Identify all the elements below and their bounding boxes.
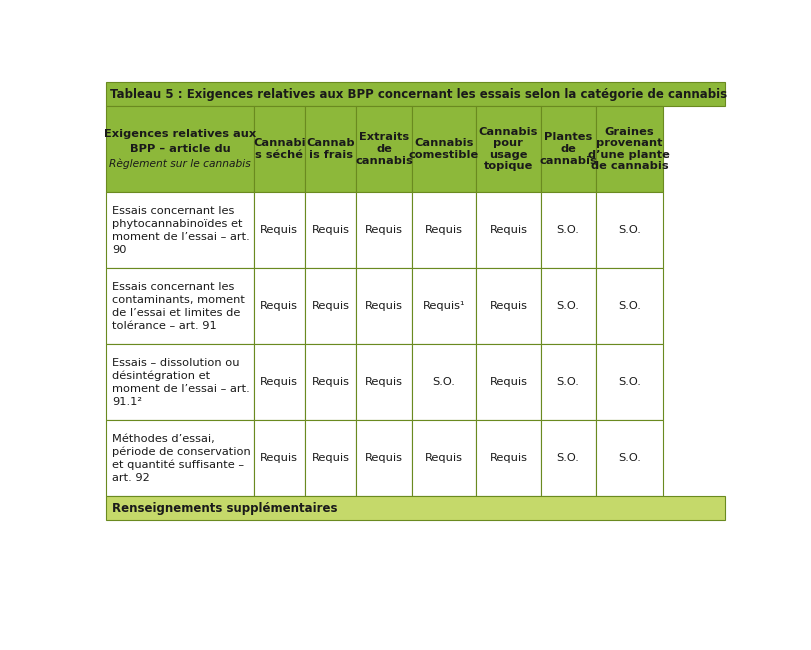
Text: Requis: Requis xyxy=(489,454,527,463)
Text: Cannab
is frais: Cannab is frais xyxy=(307,138,355,160)
Text: Tableau 5 : Exigences relatives aux BPP concernant les essais selon la catégorie: Tableau 5 : Exigences relatives aux BPP … xyxy=(110,88,727,101)
FancyBboxPatch shape xyxy=(476,344,541,421)
FancyBboxPatch shape xyxy=(305,268,356,344)
Text: contaminants, moment: contaminants, moment xyxy=(112,294,245,305)
Text: S.O.: S.O. xyxy=(432,377,456,387)
FancyBboxPatch shape xyxy=(305,192,356,268)
Text: S.O.: S.O. xyxy=(618,225,641,235)
FancyBboxPatch shape xyxy=(541,268,595,344)
Text: Requis: Requis xyxy=(311,301,350,311)
Text: Requis: Requis xyxy=(311,454,350,463)
Text: Requis: Requis xyxy=(365,225,403,235)
Text: tolérance – art. 91: tolérance – art. 91 xyxy=(112,320,217,331)
Text: Essais concernant les: Essais concernant les xyxy=(112,281,234,292)
FancyBboxPatch shape xyxy=(106,192,254,268)
Text: Méthodes d’essai,: Méthodes d’essai, xyxy=(112,434,215,444)
FancyBboxPatch shape xyxy=(106,344,254,421)
Text: 91.1²: 91.1² xyxy=(112,396,142,407)
FancyBboxPatch shape xyxy=(106,82,725,106)
FancyBboxPatch shape xyxy=(254,268,305,344)
FancyBboxPatch shape xyxy=(541,421,595,497)
FancyBboxPatch shape xyxy=(305,106,356,192)
Text: Requis: Requis xyxy=(425,454,463,463)
Text: phytocannabinoïdes et: phytocannabinoïdes et xyxy=(112,218,242,229)
Text: de l’essai et limites de: de l’essai et limites de xyxy=(112,307,240,318)
Text: S.O.: S.O. xyxy=(556,301,580,311)
Text: Essais concernant les: Essais concernant les xyxy=(112,205,234,216)
Text: Plantes
de
cannabis: Plantes de cannabis xyxy=(539,133,597,166)
Text: S.O.: S.O. xyxy=(556,225,580,235)
FancyBboxPatch shape xyxy=(106,268,254,344)
Text: moment de l’essai – art.: moment de l’essai – art. xyxy=(112,384,250,394)
FancyBboxPatch shape xyxy=(412,344,476,421)
FancyBboxPatch shape xyxy=(356,268,412,344)
FancyBboxPatch shape xyxy=(412,192,476,268)
FancyBboxPatch shape xyxy=(106,421,254,497)
Text: Requis: Requis xyxy=(425,225,463,235)
Text: Requis: Requis xyxy=(260,301,298,311)
FancyBboxPatch shape xyxy=(595,192,663,268)
FancyBboxPatch shape xyxy=(106,106,254,192)
Text: Exigences relatives aux: Exigences relatives aux xyxy=(104,129,256,139)
FancyBboxPatch shape xyxy=(595,106,663,192)
FancyBboxPatch shape xyxy=(356,106,412,192)
Text: et quantité suffisante –: et quantité suffisante – xyxy=(112,460,244,470)
Text: Requis: Requis xyxy=(365,454,403,463)
Text: Requis: Requis xyxy=(365,377,403,387)
Text: S.O.: S.O. xyxy=(556,454,580,463)
Text: Essais – dissolution ou: Essais – dissolution ou xyxy=(112,358,239,368)
FancyBboxPatch shape xyxy=(476,106,541,192)
FancyBboxPatch shape xyxy=(356,421,412,497)
FancyBboxPatch shape xyxy=(254,192,305,268)
Text: S.O.: S.O. xyxy=(618,454,641,463)
Text: désintégration et: désintégration et xyxy=(112,370,210,381)
Text: Requis: Requis xyxy=(365,301,403,311)
Text: BPP – article du: BPP – article du xyxy=(130,144,230,154)
Text: Requis: Requis xyxy=(260,225,298,235)
FancyBboxPatch shape xyxy=(254,421,305,497)
FancyBboxPatch shape xyxy=(541,192,595,268)
FancyBboxPatch shape xyxy=(412,268,476,344)
Text: S.O.: S.O. xyxy=(556,377,580,387)
Text: S.O.: S.O. xyxy=(618,301,641,311)
FancyBboxPatch shape xyxy=(106,497,725,521)
FancyBboxPatch shape xyxy=(476,192,541,268)
Text: Renseignements supplémentaires: Renseignements supplémentaires xyxy=(112,502,337,515)
FancyBboxPatch shape xyxy=(305,421,356,497)
FancyBboxPatch shape xyxy=(541,106,595,192)
FancyBboxPatch shape xyxy=(595,421,663,497)
FancyBboxPatch shape xyxy=(541,344,595,421)
FancyBboxPatch shape xyxy=(595,344,663,421)
Text: Requis: Requis xyxy=(311,225,350,235)
Text: Extraits
de
cannabis: Extraits de cannabis xyxy=(355,133,413,166)
Text: S.O.: S.O. xyxy=(618,377,641,387)
FancyBboxPatch shape xyxy=(254,106,305,192)
Text: Requis¹: Requis¹ xyxy=(423,301,466,311)
Text: 90: 90 xyxy=(112,244,127,255)
FancyBboxPatch shape xyxy=(356,344,412,421)
Text: Cannabis
pour
usage
topique: Cannabis pour usage topique xyxy=(478,127,538,172)
Text: moment de l’essai – art.: moment de l’essai – art. xyxy=(112,231,250,242)
FancyBboxPatch shape xyxy=(412,421,476,497)
Text: Cannabis
comestible: Cannabis comestible xyxy=(409,138,479,160)
Text: Requis: Requis xyxy=(260,377,298,387)
FancyBboxPatch shape xyxy=(476,268,541,344)
Text: Graines
provenant
d’une plante
de cannabis: Graines provenant d’une plante de cannab… xyxy=(589,127,670,172)
Text: Requis: Requis xyxy=(489,301,527,311)
FancyBboxPatch shape xyxy=(412,106,476,192)
Text: Règlement sur le cannabis: Règlement sur le cannabis xyxy=(109,159,251,170)
FancyBboxPatch shape xyxy=(476,421,541,497)
FancyBboxPatch shape xyxy=(595,268,663,344)
Text: Requis: Requis xyxy=(260,454,298,463)
Text: Requis: Requis xyxy=(489,377,527,387)
Text: Cannabi
s séché: Cannabi s séché xyxy=(253,138,306,160)
FancyBboxPatch shape xyxy=(356,192,412,268)
Text: période de conservation: période de conservation xyxy=(112,447,251,457)
Text: Requis: Requis xyxy=(489,225,527,235)
FancyBboxPatch shape xyxy=(305,344,356,421)
Text: Requis: Requis xyxy=(311,377,350,387)
Text: art. 92: art. 92 xyxy=(112,473,150,483)
FancyBboxPatch shape xyxy=(254,344,305,421)
